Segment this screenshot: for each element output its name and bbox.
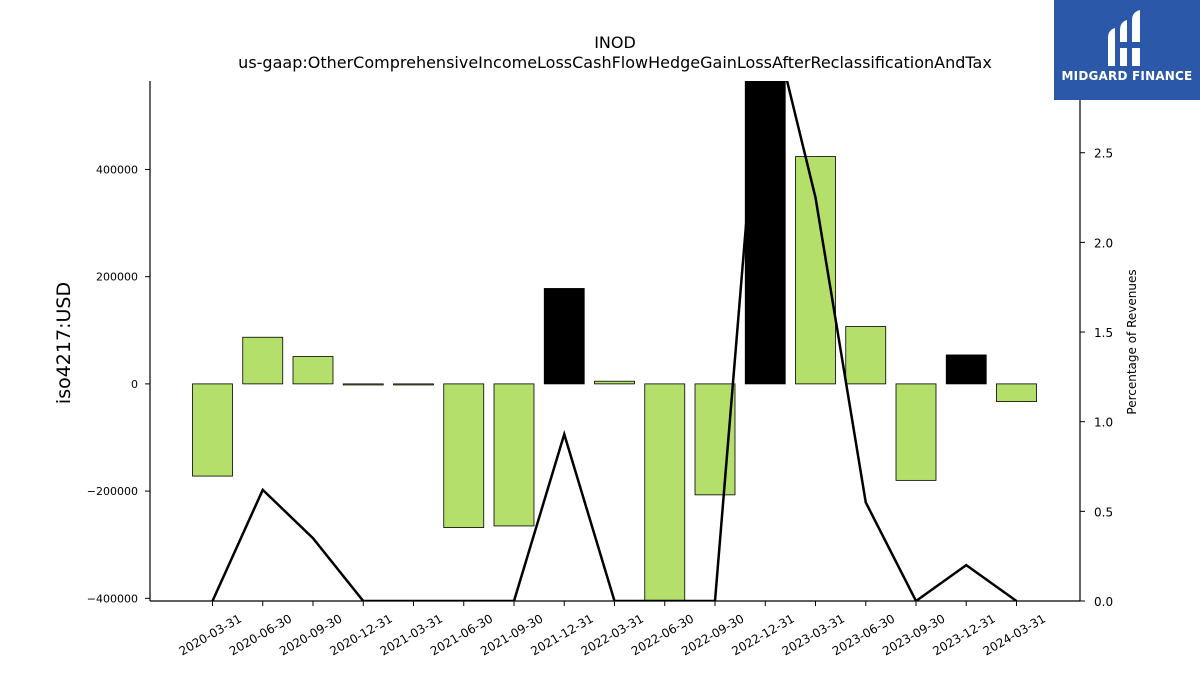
bar-2020-03-31 [192,383,233,477]
midgard-logo-icon [1108,10,1140,66]
y-tick-label: −200000 [87,485,138,498]
bar-2021-09-30 [493,383,535,527]
chart-title-line-1: INOD [594,33,636,52]
y-tick-label: 0 [131,378,138,391]
bar-2023-12-31 [945,354,987,385]
y2-tick-label: 2.5 [1094,147,1113,161]
y-tick-label: −400000 [87,592,138,605]
bar-2020-12-31 [342,383,384,386]
line-group [211,81,1018,601]
bar-2022-03-31 [594,380,635,385]
bar-2023-09-30 [895,383,937,481]
revenue-percentage-line [211,81,1018,601]
bar-2021-06-30 [443,383,485,528]
bar-2022-06-30 [644,383,686,601]
bar-2022-12-31 [744,81,786,385]
bar-2024-03-31 [996,383,1037,402]
bar-2023-06-30 [845,326,887,385]
y2-tick-label: 2.0 [1094,236,1113,250]
bar-2023-03-31 [795,156,836,385]
plot-area: −400000 −200000 0 200000 400000 0.0 0.5 1.0 1.5 2… [87,81,1113,658]
bar-2020-06-30 [242,336,284,385]
bar-group [192,81,1037,601]
y-axis-label: iso4217:USD [53,282,75,404]
bar-2021-12-31 [543,288,585,385]
chart-title-line-2: us-gaap:OtherComprehensiveIncomeLossCash… [238,53,992,72]
logo-text: MIDGARD FINANCE [1061,69,1193,83]
y2-tick-label: 0.0 [1094,595,1113,609]
y-tick-label: 400000 [96,163,138,176]
bar-2020-09-30 [292,356,334,385]
y2-axis-label: Percentage of Revenues [1125,269,1139,414]
y2-tick-label: 1.5 [1094,326,1113,340]
bar-2021-03-31 [393,383,434,386]
y2-tick-label: 0.5 [1094,505,1113,519]
midgard-finance-logo: MIDGARD FINANCE [1054,0,1200,100]
y2-tick-label: 1.0 [1094,416,1113,430]
y-tick-label: 200000 [96,271,138,284]
